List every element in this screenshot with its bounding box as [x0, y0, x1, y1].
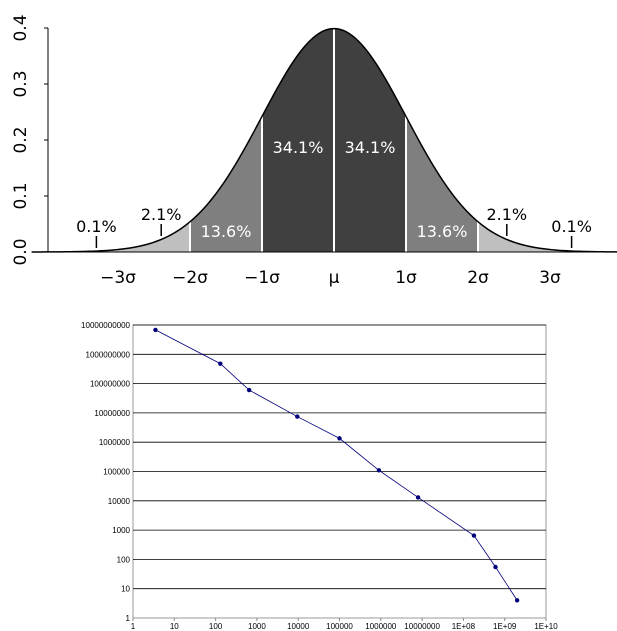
y-tick-label: 100000000 — [90, 380, 131, 389]
normal-distribution-chart: 0.0 0.1 0.2 0.3 0.4 −3σ −2σ −1σ μ 1σ 2σ 3σ 34.1% 34.1… — [11, 14, 617, 288]
data-point-4 — [337, 436, 342, 441]
x-tick-label: 1σ — [395, 268, 417, 288]
region-5 — [478, 221, 550, 252]
x-tick-label: 1E+10 — [534, 622, 558, 631]
percent-label: 0.1% — [76, 217, 117, 236]
data-point-7 — [471, 533, 477, 538]
data-point-9 — [514, 598, 520, 603]
x-tick-label: 1 — [131, 622, 136, 631]
percent-label: 0.1% — [551, 217, 592, 236]
x-tick-label: 1000 — [248, 622, 266, 631]
data-point-1 — [218, 361, 223, 366]
y-tick-label: 1 — [126, 614, 131, 623]
percent-label: 2.1% — [486, 205, 527, 224]
y-tick-label: 10000 — [108, 497, 131, 506]
x-tick-label: 1E+08 — [452, 622, 476, 631]
series-line — [155, 329, 518, 601]
y-tick-label: 0.0 — [11, 238, 31, 265]
percent-label: 2.1% — [141, 205, 182, 224]
y-tick-label: 100000 — [103, 468, 130, 477]
percent-label: 13.6% — [201, 222, 252, 241]
y-tick-label: 0.1 — [11, 182, 31, 209]
percent-label: 13.6% — [417, 222, 468, 241]
y-tick-label: 100 — [117, 555, 131, 564]
data-point-3 — [295, 414, 300, 419]
percent-label: 34.1% — [273, 138, 324, 157]
y-tick-label: 1000 — [112, 526, 130, 535]
x-tick-label: 2σ — [467, 268, 489, 288]
data-point-0 — [153, 327, 158, 333]
x-tick-label: μ — [329, 268, 340, 288]
x-tick-label: 10000 — [287, 622, 310, 631]
y-tick-label: 10000000000 — [81, 321, 130, 330]
y-tick-label: 0.2 — [11, 126, 31, 153]
x-tick-label: 100 — [209, 622, 223, 631]
x-tick-label: 3σ — [539, 268, 561, 288]
data-point-8 — [493, 564, 498, 570]
x-tick-label: 1E+09 — [493, 622, 517, 631]
region-4 — [118, 221, 190, 252]
y-tick-label: 0.4 — [11, 14, 31, 41]
x-tick-label: 1000000 — [365, 622, 397, 631]
x-tick-label: 10 — [170, 622, 179, 631]
x-tick-label: 100000 — [326, 622, 353, 631]
density-curve — [31, 27, 617, 253]
y-tick-label: 10000000 — [94, 409, 130, 418]
data-point-6 — [415, 495, 421, 500]
data-point-2 — [246, 387, 252, 393]
x-tick-label: 10000000 — [404, 622, 440, 631]
y-tick-label: 10 — [121, 585, 130, 594]
x-tick-label: −3σ — [100, 268, 136, 288]
y-tick-label: 1000000000 — [86, 350, 131, 359]
data-point-5 — [376, 468, 382, 473]
y-tick-label: 1000000 — [99, 438, 131, 447]
log-log-chart: 1 10 100 1000 10000 100000 1000000 10000000 1000… — [81, 321, 558, 631]
x-tick-label: −2σ — [172, 268, 208, 288]
percent-label: 34.1% — [345, 138, 396, 157]
x-tick-label: −1σ — [244, 268, 280, 288]
y-tick-label: 0.3 — [11, 70, 31, 97]
